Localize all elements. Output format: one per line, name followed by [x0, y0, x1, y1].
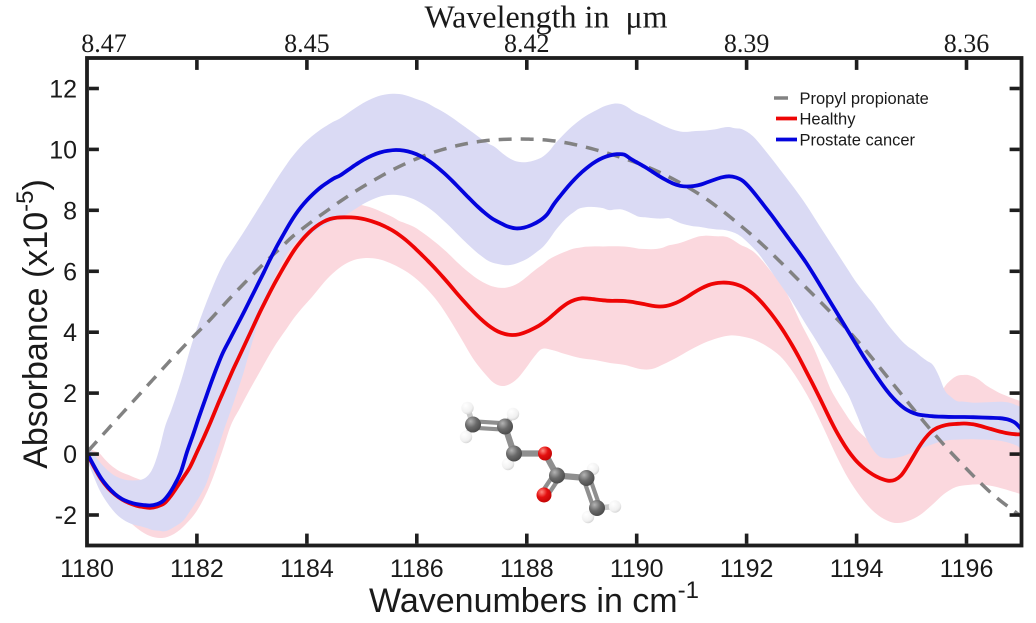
svg-text:1196: 1196	[940, 555, 994, 583]
svg-text:0: 0	[63, 441, 77, 469]
svg-text:1184: 1184	[280, 555, 334, 583]
svg-text:8: 8	[63, 197, 77, 225]
svg-text:Wavenumbers in cm-1: Wavenumbers in cm-1	[369, 577, 699, 618]
svg-text:12: 12	[49, 76, 77, 104]
svg-text:1188: 1188	[500, 555, 554, 583]
svg-text:8.42: 8.42	[504, 29, 550, 58]
svg-text:-2: -2	[55, 502, 77, 530]
svg-text:8.47: 8.47	[81, 29, 127, 58]
svg-text:1194: 1194	[830, 555, 884, 583]
svg-text:Absorbance (x10-5): Absorbance (x10-5)	[12, 179, 55, 469]
svg-text:Healthy: Healthy	[800, 111, 857, 129]
svg-text:8.39: 8.39	[724, 29, 770, 58]
svg-text:1182: 1182	[170, 555, 224, 583]
svg-text:1192: 1192	[720, 555, 774, 583]
svg-text:8.45: 8.45	[284, 29, 330, 58]
svg-text:1180: 1180	[60, 555, 114, 583]
svg-text:2: 2	[63, 380, 77, 408]
svg-text:1186: 1186	[390, 555, 444, 583]
svg-text:Prostate cancer: Prostate cancer	[800, 132, 916, 150]
svg-text:6: 6	[63, 258, 77, 286]
svg-text:10: 10	[49, 136, 77, 164]
svg-text:4: 4	[63, 319, 77, 347]
svg-text:Wavelength in μm: Wavelength in μm	[425, 0, 668, 35]
svg-text:8.36: 8.36	[944, 29, 990, 58]
svg-text:1190: 1190	[610, 555, 664, 583]
svg-text:Propyl propionate: Propyl propionate	[800, 90, 929, 108]
